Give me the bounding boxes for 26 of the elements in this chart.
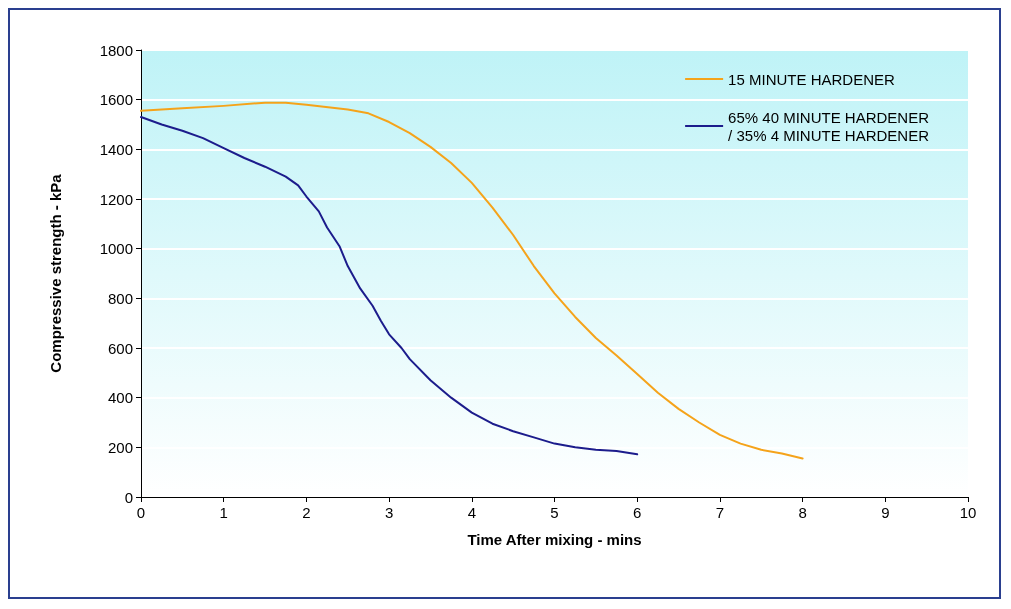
x-tick-label: 5: [550, 504, 559, 521]
x-tick-label: 8: [798, 504, 807, 521]
x-tick-label: 3: [384, 504, 394, 521]
line-series: [140, 116, 639, 456]
x-tick-label: 0: [136, 504, 146, 521]
y-tick-label: 400: [107, 389, 133, 407]
y-tick-label: 1200: [99, 190, 133, 208]
x-axis-title: Time After mixing - mins: [467, 531, 642, 548]
x-tick-label: 9: [881, 504, 890, 521]
x-tick-label: 10: [959, 504, 977, 521]
y-axis-title: Compressive strength - kPa: [47, 173, 64, 373]
y-tick-label: 1600: [99, 91, 133, 109]
y-tick-label: 0: [124, 488, 133, 506]
y-tick-label: 600: [107, 339, 133, 357]
y-tick-label: 1400: [99, 140, 133, 158]
legend-label: 65% 40 MINUTE HARDENER / 35% 4 MINUTE HARDENER: [728, 108, 930, 144]
legend-label: 15 MINUTE HARDENER: [728, 70, 895, 88]
y-tick-label: 800: [107, 289, 133, 307]
y-tick-label: 1800: [99, 41, 133, 59]
y-tick-label: 1000: [99, 240, 133, 258]
x-tick-label: 4: [467, 504, 476, 521]
x-tick-label: 1: [219, 504, 228, 521]
x-tick-label: 6: [633, 504, 642, 521]
x-tick-label: 2: [302, 504, 311, 521]
y-tick-label: 200: [107, 438, 133, 456]
x-tick-label: 7: [715, 504, 725, 521]
